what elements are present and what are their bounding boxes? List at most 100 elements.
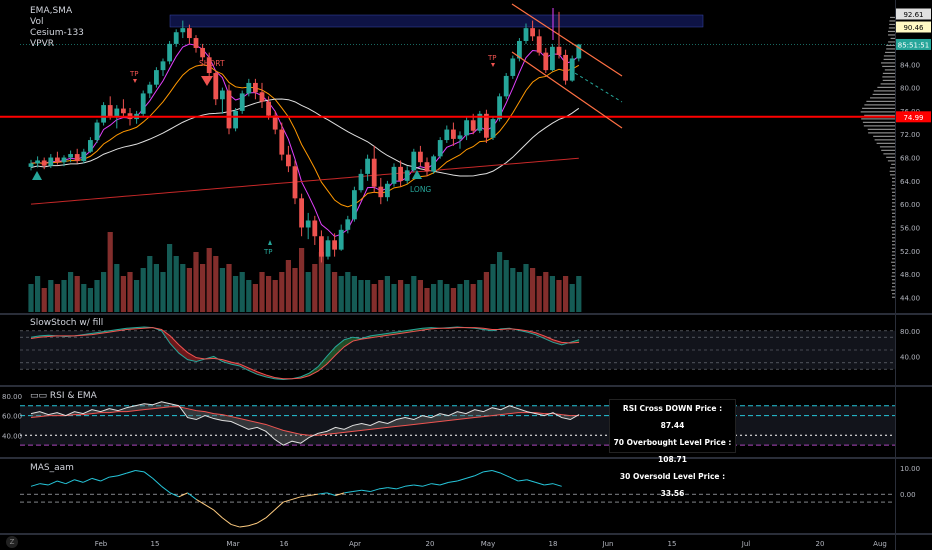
- volume-bar: [345, 272, 350, 312]
- candle: [326, 236, 331, 259]
- candle: [293, 160, 298, 204]
- vpvr-row: [892, 297, 895, 298]
- mas-line-segment: [518, 480, 527, 481]
- vpvr-row: [892, 241, 895, 242]
- legend-rsi-label: RSI & EMA: [50, 391, 97, 401]
- mas-tick-label: 0.00: [900, 491, 916, 499]
- volume-bar: [207, 248, 212, 312]
- vpvr-row: [874, 90, 895, 91]
- volume-bar: [55, 284, 60, 312]
- legend-ema-sma[interactable]: EMA,SMA: [30, 6, 72, 17]
- candle-body: [42, 160, 47, 165]
- vpvr-row: [890, 174, 895, 175]
- time-tick-label: 20: [426, 540, 435, 548]
- mas-line-segment: [318, 493, 327, 494]
- mas-line-segment: [457, 478, 466, 481]
- vpvr-row: [883, 80, 895, 81]
- mas-line-segment: [162, 486, 171, 493]
- annotation-tp-3: TP: [487, 54, 497, 62]
- legend-slowstoch[interactable]: SlowStoch w/ fill: [30, 318, 103, 329]
- candle-body: [187, 28, 192, 38]
- candle: [95, 120, 100, 143]
- legend-vpvr[interactable]: VPVR: [30, 39, 54, 50]
- candle-body: [557, 47, 562, 55]
- legend-mas[interactable]: MAS_aam: [30, 463, 74, 474]
- mas-line-segment: [414, 485, 423, 486]
- candle: [161, 58, 166, 75]
- candle-body: [418, 152, 423, 162]
- vpvr-row: [890, 167, 895, 168]
- candle-body: [81, 152, 86, 161]
- volume-bar: [372, 284, 377, 312]
- volume-bar: [213, 256, 218, 312]
- vpvr-row: [892, 251, 895, 252]
- volume-bar: [81, 284, 86, 312]
- mas-line-segment: [501, 473, 510, 477]
- vpvr-row: [892, 279, 895, 280]
- stoch-band: [20, 331, 895, 369]
- stoch-pane: [20, 327, 895, 379]
- price-tick-label: 68.00: [900, 155, 920, 163]
- volume-bar: [523, 264, 528, 312]
- volume-bar: [306, 272, 311, 312]
- time-tick-label: Mar: [226, 540, 239, 548]
- candle-body: [378, 187, 383, 197]
- candle-body: [240, 93, 245, 110]
- volume-bar: [457, 284, 462, 312]
- candle: [339, 225, 344, 251]
- price-tick-label: 72.00: [900, 131, 920, 139]
- mas-pane: [20, 471, 895, 528]
- badge-top-2-text: 90.46: [903, 24, 924, 32]
- info-line-2: 70 Overbought Level Price : 108.71: [610, 434, 735, 468]
- stoch-tick-label: 40.00: [900, 353, 920, 361]
- candle-body: [101, 105, 106, 122]
- candle-body: [563, 55, 568, 81]
- candle-body: [88, 140, 93, 152]
- vpvr-row: [892, 223, 895, 224]
- mas-line-segment: [205, 505, 214, 510]
- candle: [253, 79, 258, 99]
- volume-bar: [556, 280, 561, 312]
- legend-cesium[interactable]: Cesium-133: [30, 28, 84, 39]
- volume-bar: [266, 276, 271, 312]
- candle: [88, 137, 93, 153]
- candle: [352, 187, 357, 222]
- volume-bar: [570, 284, 575, 312]
- mas-line-segment: [283, 499, 292, 502]
- volume-bar: [339, 276, 344, 312]
- legend-rsi[interactable]: ▭▭ RSI & EMA: [30, 391, 97, 402]
- mas-line-segment: [127, 471, 136, 474]
- candle-body: [530, 28, 535, 36]
- tp-1-marker-icon: [133, 79, 137, 83]
- vpvr-row: [873, 94, 895, 95]
- candle-body: [161, 61, 166, 70]
- legend-vol[interactable]: Vol: [30, 17, 43, 28]
- volume-bar: [550, 276, 555, 312]
- candle-body: [319, 236, 324, 256]
- trading-chart[interactable]: TPSHORTTPLONGTP 84.0080.0076.0072.0068.0…: [0, 0, 932, 550]
- candle-body: [55, 158, 60, 163]
- badge-last-price: 85:51:51: [896, 39, 931, 50]
- moving-averages: [31, 44, 579, 236]
- volume-bar: [352, 276, 357, 312]
- vpvr-row: [892, 248, 895, 249]
- price-tick-label: 64.00: [900, 178, 920, 186]
- mas-line-segment: [153, 478, 162, 486]
- mas-line-segment: [275, 502, 284, 510]
- vpvr-row: [892, 234, 895, 235]
- time-tick-label: 18: [549, 540, 558, 548]
- candle: [405, 166, 410, 183]
- volume-bar: [563, 276, 568, 312]
- vpvr-row: [888, 41, 895, 42]
- vpvr-row: [888, 31, 895, 32]
- price-tick-label: 44.00: [900, 294, 920, 302]
- badge-top-1: 92.61: [896, 9, 931, 20]
- vpvr-row: [892, 286, 895, 287]
- volume-bar: [240, 272, 245, 312]
- volume-bar: [226, 264, 231, 312]
- candle-body: [213, 73, 218, 99]
- candle-body: [253, 83, 258, 92]
- timezone-icon[interactable]: Z: [6, 536, 18, 548]
- vpvr-row: [892, 192, 895, 193]
- price-tick-label: 52.00: [900, 248, 920, 256]
